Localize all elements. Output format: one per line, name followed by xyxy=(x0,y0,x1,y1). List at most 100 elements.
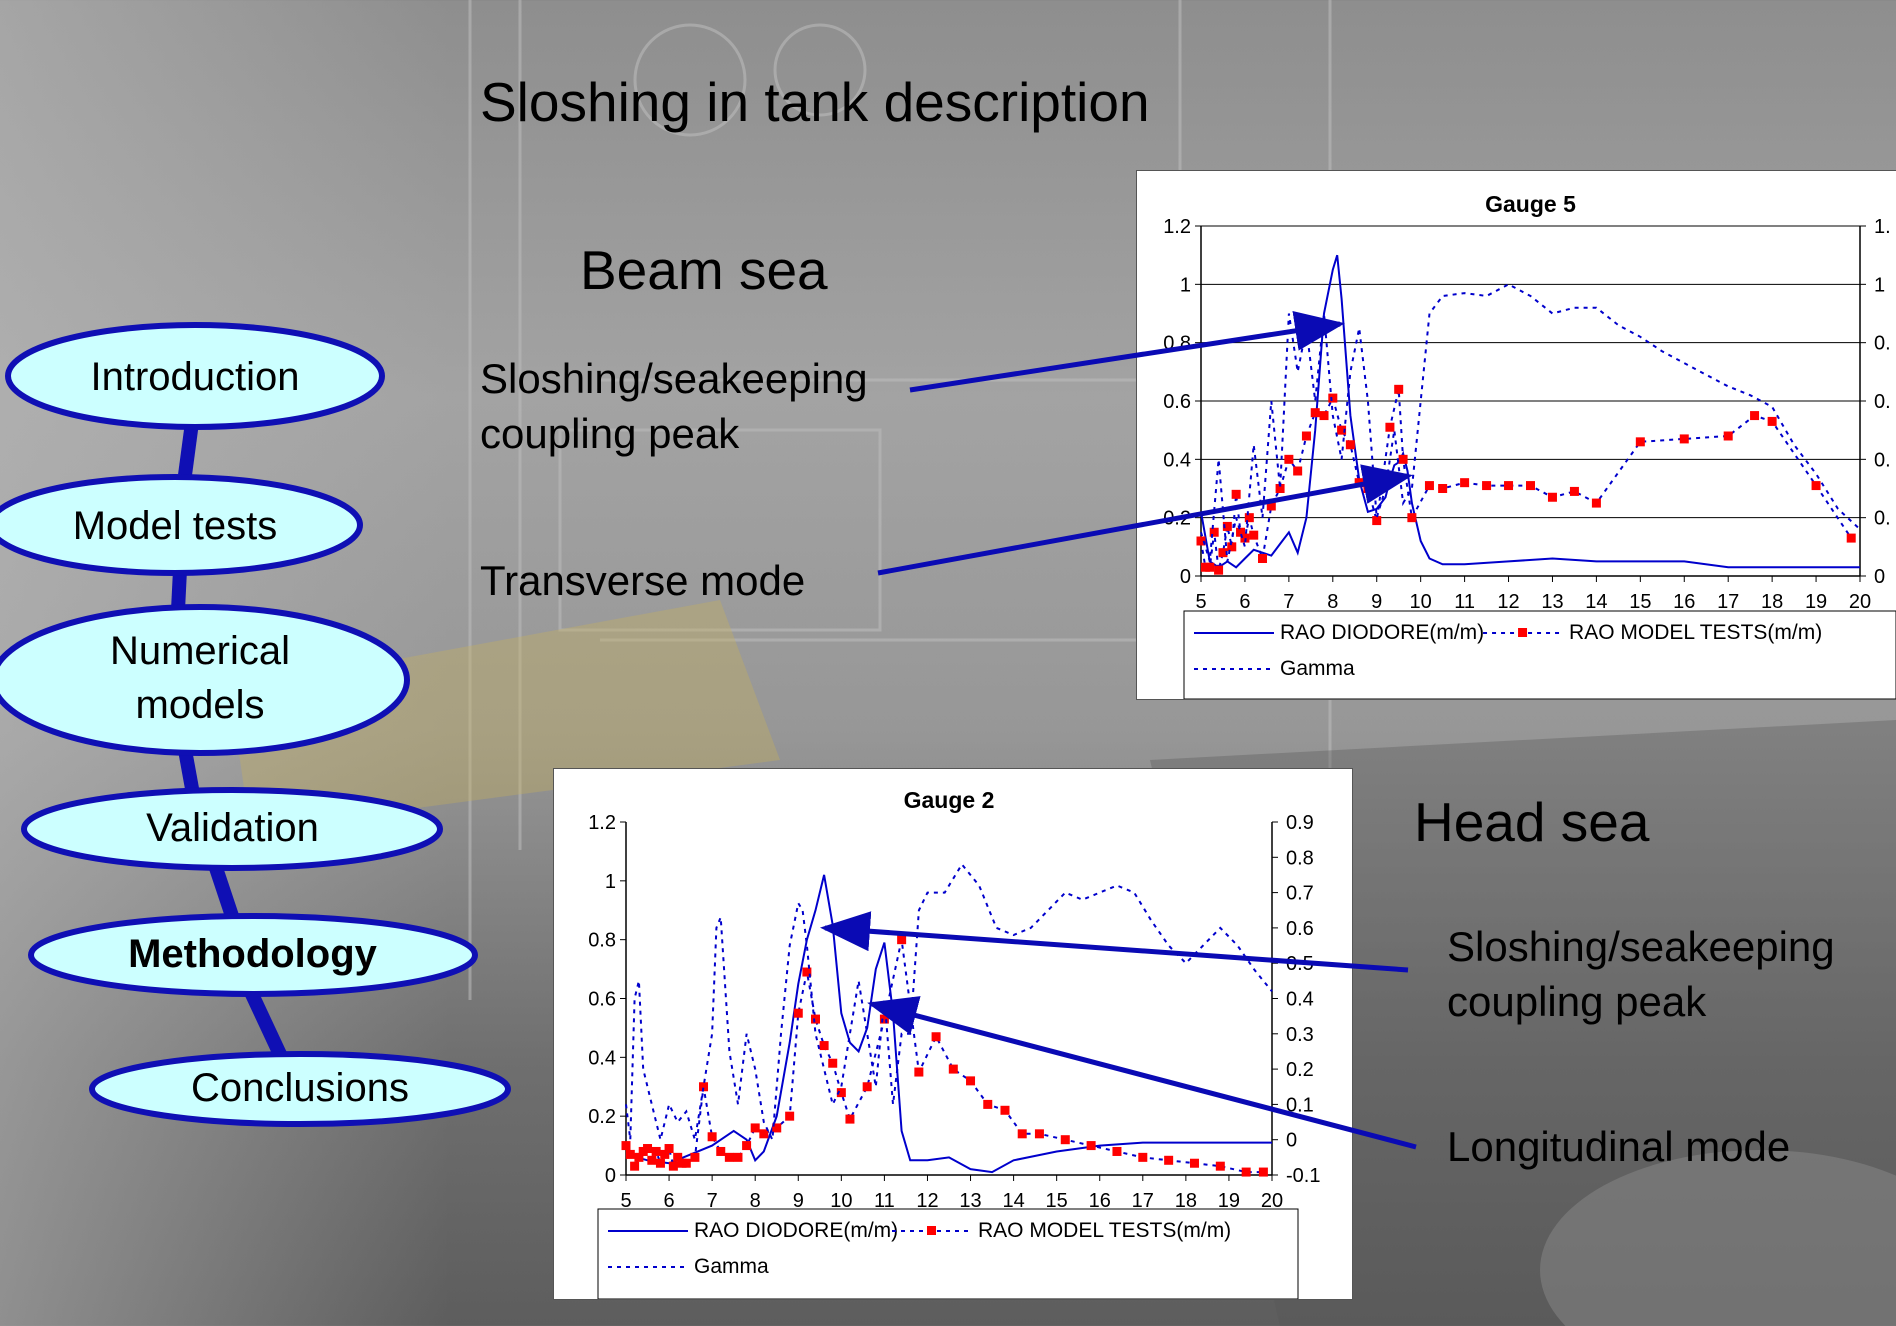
gauge-2-plot: Gauge 2 0 0.2 0.4 0.6 0.8 1 1.2 -0.1 0 0.1 0.2 0.3 0.… xyxy=(588,787,1320,1299)
x-tick-label: 16 xyxy=(1673,591,1695,613)
data-point-model-test xyxy=(785,1111,795,1121)
chart-title: Gauge 5 xyxy=(1485,191,1576,217)
nav-ellipse-methodology[interactable] xyxy=(28,913,478,997)
y2-tick-label: 0.1 xyxy=(1286,1094,1314,1116)
x-tick-label: 10 xyxy=(830,1190,852,1212)
legend-label-gamma: Gamma xyxy=(694,1255,769,1278)
data-point-model-test xyxy=(647,1155,657,1165)
data-point-model-test xyxy=(1363,484,1373,493)
series-line-gamma xyxy=(625,862,1273,1144)
nav-item-introduction[interactable]: Introduction xyxy=(90,355,300,399)
data-point-model-test xyxy=(1723,431,1733,441)
legend-label-model-tests: RAO MODEL TESTS(m/m) xyxy=(978,1219,1231,1242)
x-tick-label: 17 xyxy=(1717,591,1739,613)
data-point-model-test xyxy=(651,1146,661,1156)
gauge-5-chart: Gauge 5 0 0.2 0.4 0.6 0.8 1 1.2 0 0. 0. 0. 0. 1 1. 5 6 7 8… xyxy=(1136,170,1896,700)
y-tick-label: 1 xyxy=(605,871,616,893)
y2-tick-label: -0.1 xyxy=(1286,1165,1320,1187)
data-point-model-test xyxy=(1398,454,1408,464)
y2-tick-label: 0.8 xyxy=(1286,847,1314,869)
data-point-model-test xyxy=(655,1158,665,1168)
data-point-model-test xyxy=(1301,431,1311,441)
data-point-model-test xyxy=(810,1014,820,1024)
data-point-model-test xyxy=(819,1041,829,1051)
y2-tick-label: 0. xyxy=(1874,333,1891,355)
x-tick-label: 8 xyxy=(750,1190,761,1212)
y-tick-label: 0.4 xyxy=(588,1047,616,1069)
transverse-mode-annotation: Transverse mode xyxy=(480,557,806,604)
nav-ellipse-numerical-models[interactable] xyxy=(0,604,410,756)
slide-title: Sloshing in tank description xyxy=(480,71,1150,133)
data-point-model-test xyxy=(1000,1105,1010,1115)
data-point-model-test xyxy=(1394,384,1404,394)
nav-diagram xyxy=(0,322,511,1127)
y-tick-label: 0 xyxy=(1180,566,1191,588)
series-line-rao-model-tests-m-m- xyxy=(625,939,1264,1174)
data-point-model-test xyxy=(660,1149,670,1159)
data-point-model-test xyxy=(1258,1167,1268,1177)
beam-sea-heading: Beam sea xyxy=(580,239,828,301)
y-tick-label: 1 xyxy=(1180,274,1191,296)
y2-tick-label: 0. xyxy=(1874,391,1891,413)
y-tick-label: 0.8 xyxy=(588,930,616,952)
data-point-model-test xyxy=(724,1152,734,1162)
x-tick-label: 20 xyxy=(1849,591,1871,613)
data-point-model-test xyxy=(836,1088,846,1098)
x-tick-label: 11 xyxy=(1454,591,1475,613)
data-point-model-test xyxy=(862,1082,872,1092)
x-tick-label: 8 xyxy=(1327,591,1338,613)
y-tick-label: 0.6 xyxy=(1163,391,1191,413)
y-tick-label: 1.2 xyxy=(1163,216,1191,238)
y-tick-label: 0.2 xyxy=(1163,508,1191,530)
data-point-model-test xyxy=(759,1129,769,1139)
data-point-model-test xyxy=(1438,484,1448,493)
y2-tick-label: 0.4 xyxy=(1286,989,1314,1011)
legend-marker-model-tests xyxy=(927,1226,936,1235)
data-point-model-test xyxy=(1424,481,1434,491)
y2-tick-label: 0.2 xyxy=(1286,1059,1314,1081)
y2-tick-label: 0.3 xyxy=(1286,1024,1314,1046)
y2-tick-label: 0.9 xyxy=(1286,812,1314,834)
nav-ellipse-introduction[interactable] xyxy=(5,322,385,430)
data-point-model-test xyxy=(1205,562,1215,572)
data-point-model-test xyxy=(802,967,812,977)
nav-item-numerical-models[interactable]: Numerical models xyxy=(109,629,291,727)
data-point-model-test xyxy=(742,1141,752,1151)
y-tick-label: 0 xyxy=(605,1165,616,1187)
data-point-model-test xyxy=(1547,492,1557,502)
data-point-model-test xyxy=(1328,393,1338,403)
x-tick-label: 13 xyxy=(959,1190,981,1212)
x-tick-label: 17 xyxy=(1132,1190,1154,1212)
nav-item-methodology[interactable]: Methodology xyxy=(128,932,377,976)
x-tick-label: 13 xyxy=(1541,591,1563,613)
y2-tick-label: 0 xyxy=(1286,1130,1297,1152)
data-point-model-test xyxy=(699,1082,709,1092)
data-point-model-test xyxy=(1138,1152,1148,1162)
gauge-5-plot: Gauge 5 0 0.2 0.4 0.6 0.8 1 1.2 0 0. 0. 0. 0. 1 1. 5 6 7 8… xyxy=(1163,191,1896,699)
y2-tick-label: 0 xyxy=(1874,566,1885,588)
data-point-model-test xyxy=(1266,501,1276,511)
x-tick-label: 6 xyxy=(664,1190,675,1212)
nav-item-validation[interactable]: Validation xyxy=(146,806,319,850)
beam-coupling-line2: coupling peak xyxy=(480,409,740,457)
nav-ellipse-model-tests[interactable] xyxy=(0,474,363,576)
x-tick-label: 5 xyxy=(1195,591,1206,613)
data-point-model-test xyxy=(750,1123,760,1133)
nav-ellipse-conclusions[interactable] xyxy=(89,1051,511,1127)
nav-item-model-tests[interactable]: Model tests xyxy=(72,504,278,548)
data-point-model-test xyxy=(681,1158,691,1168)
legend-label-diodore: RAO DIODORE(m/m) xyxy=(1280,621,1484,644)
data-point-model-test xyxy=(690,1152,700,1162)
data-point-model-test xyxy=(772,1123,782,1133)
head-coupling-annotation: Sloshing/seakeeping coupling peak xyxy=(1447,920,1835,1029)
x-tick-label: 20 xyxy=(1261,1190,1283,1212)
x-tick-label: 18 xyxy=(1761,591,1783,613)
data-point-model-test xyxy=(793,1008,803,1018)
beam-coupling-line1: Sloshing/seakeeping xyxy=(480,355,868,402)
head-coupling-line1: Sloshing/seakeeping xyxy=(1447,923,1835,970)
nav-ellipse-validation[interactable] xyxy=(21,787,443,871)
data-point-model-test xyxy=(1407,513,1417,523)
data-point-model-test xyxy=(1569,486,1579,496)
data-point-model-test xyxy=(1060,1135,1070,1145)
nav-item-conclusions[interactable]: Conclusions xyxy=(191,1066,409,1110)
